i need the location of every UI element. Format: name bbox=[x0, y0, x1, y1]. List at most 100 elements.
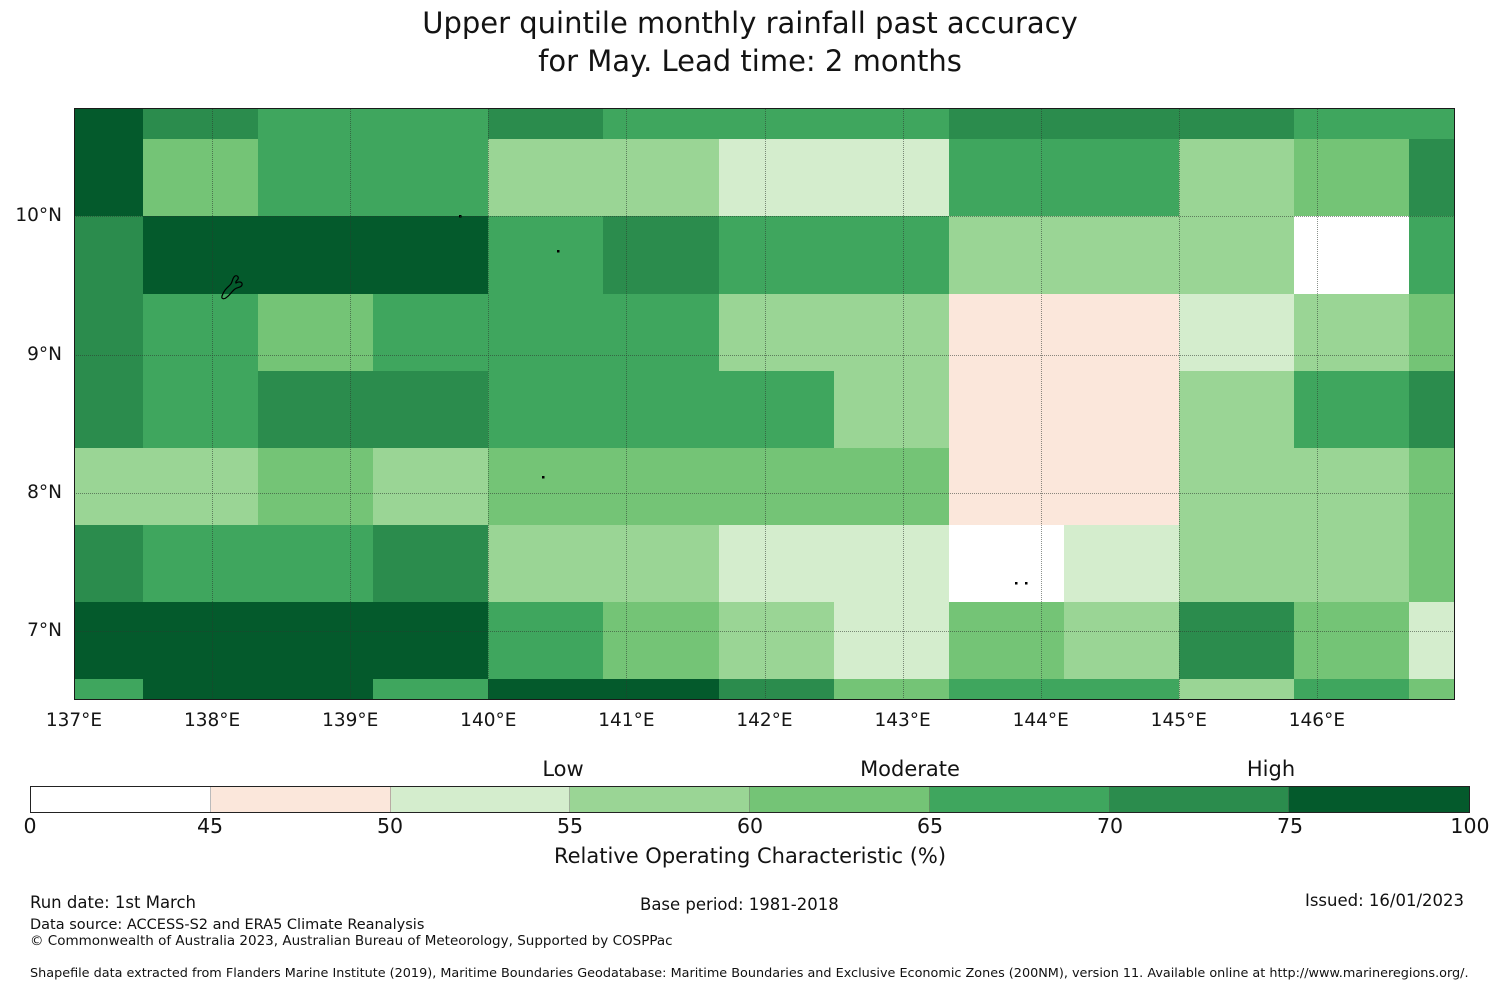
x-axis-tick-label: 146°E bbox=[1288, 710, 1346, 731]
heatmap-cell bbox=[1178, 447, 1294, 525]
heatmap-cell bbox=[603, 601, 719, 679]
colorbar-tick-label: 65 bbox=[916, 814, 944, 838]
heatmap-cell bbox=[948, 601, 1064, 679]
colorbar-category-label: Low bbox=[542, 757, 584, 781]
heatmap-cell bbox=[1409, 293, 1455, 371]
heatmap-cell bbox=[258, 216, 374, 294]
heatmap-cell bbox=[1293, 293, 1409, 371]
footer-run-date: Run date: 1st March bbox=[30, 893, 196, 912]
vertical-gridline bbox=[488, 108, 490, 700]
heatmap-cell bbox=[258, 293, 374, 371]
heatmap-cell bbox=[1293, 108, 1409, 140]
heatmap-cell bbox=[833, 370, 949, 448]
colorbar-tick-label: 55 bbox=[556, 814, 584, 838]
heatmap-cell bbox=[373, 524, 489, 602]
heatmap-cell bbox=[258, 601, 374, 679]
heatmap-cell bbox=[488, 370, 604, 448]
x-axis-tick-label: 137°E bbox=[45, 710, 103, 731]
heatmap-cell bbox=[948, 679, 1064, 700]
heatmap-cell bbox=[1063, 524, 1179, 602]
heatmap-cell bbox=[373, 293, 489, 371]
heatmap-cell bbox=[948, 293, 1064, 371]
heatmap-cell bbox=[258, 108, 374, 140]
colorbar-segment bbox=[750, 787, 930, 812]
heatmap-cell bbox=[488, 293, 604, 371]
heatmap-cell bbox=[718, 679, 834, 700]
horizontal-gridline bbox=[74, 216, 1455, 218]
heatmap-cell bbox=[1063, 216, 1179, 294]
heatmap-cell bbox=[948, 216, 1064, 294]
heatmap-cell bbox=[603, 139, 719, 217]
footer-data-source: Data source: ACCESS-S2 and ERA5 Climate … bbox=[30, 917, 425, 933]
heatmap-cell bbox=[833, 293, 949, 371]
heatmap-cell bbox=[258, 524, 374, 602]
heatmap-cell bbox=[948, 447, 1064, 525]
vertical-gridline bbox=[626, 108, 628, 700]
vertical-gridline bbox=[212, 108, 214, 700]
vertical-gridline bbox=[350, 108, 352, 700]
heatmap-cell bbox=[948, 139, 1064, 217]
footer-copyright: © Commonwealth of Australia 2023, Austra… bbox=[30, 933, 673, 949]
horizontal-gridline bbox=[74, 630, 1455, 632]
colorbar-segment bbox=[570, 787, 750, 812]
footer-issued-date: Issued: 16/01/2023 bbox=[1304, 891, 1464, 910]
heatmap-cell bbox=[74, 447, 144, 525]
heatmap-cell bbox=[143, 447, 259, 525]
heatmap-cell bbox=[1178, 679, 1294, 700]
footer-base-period: Base period: 1981-2018 bbox=[640, 895, 839, 914]
heatmap-cell bbox=[488, 447, 604, 525]
heatmap-cell bbox=[143, 370, 259, 448]
heatmap-cell bbox=[833, 108, 949, 140]
heatmap-cell bbox=[603, 216, 719, 294]
heatmap-cell bbox=[948, 370, 1064, 448]
heatmap-cell bbox=[1293, 447, 1409, 525]
heatmap-cell bbox=[258, 679, 374, 700]
vertical-gridline bbox=[1316, 108, 1318, 700]
colorbar-tick-label: 100 bbox=[1450, 814, 1490, 838]
colorbar-tick-label: 45 bbox=[196, 814, 224, 838]
y-axis-tick-label: 10°N bbox=[15, 205, 62, 227]
heatmap-cell bbox=[718, 293, 834, 371]
heatmap-cell bbox=[1293, 679, 1409, 700]
heatmap-cell bbox=[143, 524, 259, 602]
colorbar-tick-label: 50 bbox=[376, 814, 404, 838]
heatmap-cell bbox=[488, 108, 604, 140]
heatmap-cell bbox=[1409, 601, 1455, 679]
heatmap-cell bbox=[1063, 370, 1179, 448]
heatmap-cell bbox=[833, 601, 949, 679]
heatmap-cell bbox=[1063, 108, 1179, 140]
colorbar-segment bbox=[1109, 787, 1290, 812]
heatmap-cell bbox=[1178, 108, 1294, 140]
vertical-gridline bbox=[1040, 108, 1042, 700]
heatmap-cell bbox=[1063, 601, 1179, 679]
colorbar-segment bbox=[390, 787, 571, 812]
colorbar-tick-label: 0 bbox=[23, 814, 37, 838]
heatmap-cell bbox=[1178, 216, 1294, 294]
heatmap-cell bbox=[488, 139, 604, 217]
heatmap-cell bbox=[1409, 139, 1455, 217]
heatmap-cell bbox=[718, 139, 834, 217]
heatmap-cell bbox=[1178, 370, 1294, 448]
heatmap-cell bbox=[74, 139, 144, 217]
heatmap-cell bbox=[718, 216, 834, 294]
heatmap-cell bbox=[488, 679, 604, 700]
heatmap-cell bbox=[373, 679, 489, 700]
heatmap-cell bbox=[143, 216, 259, 294]
heatmap-cell bbox=[833, 679, 949, 700]
heatmap-cell bbox=[1409, 370, 1455, 448]
colorbar-segment bbox=[929, 787, 1110, 812]
heatmap-cell bbox=[1293, 524, 1409, 602]
heatmap-cell bbox=[1293, 370, 1409, 448]
heatmap-cell bbox=[258, 447, 374, 525]
heatmap-cell bbox=[1293, 139, 1409, 217]
colorbar-tick-label: 75 bbox=[1276, 814, 1304, 838]
heatmap-cell bbox=[373, 601, 489, 679]
colorbar-tick-label: 60 bbox=[736, 814, 764, 838]
heatmap-cell bbox=[1178, 601, 1294, 679]
heatmap-cell bbox=[718, 447, 834, 525]
heatmap-cell bbox=[1409, 524, 1455, 602]
heatmap-cell bbox=[603, 370, 719, 448]
heatmap-cell bbox=[373, 370, 489, 448]
heatmap-cell bbox=[718, 108, 834, 140]
